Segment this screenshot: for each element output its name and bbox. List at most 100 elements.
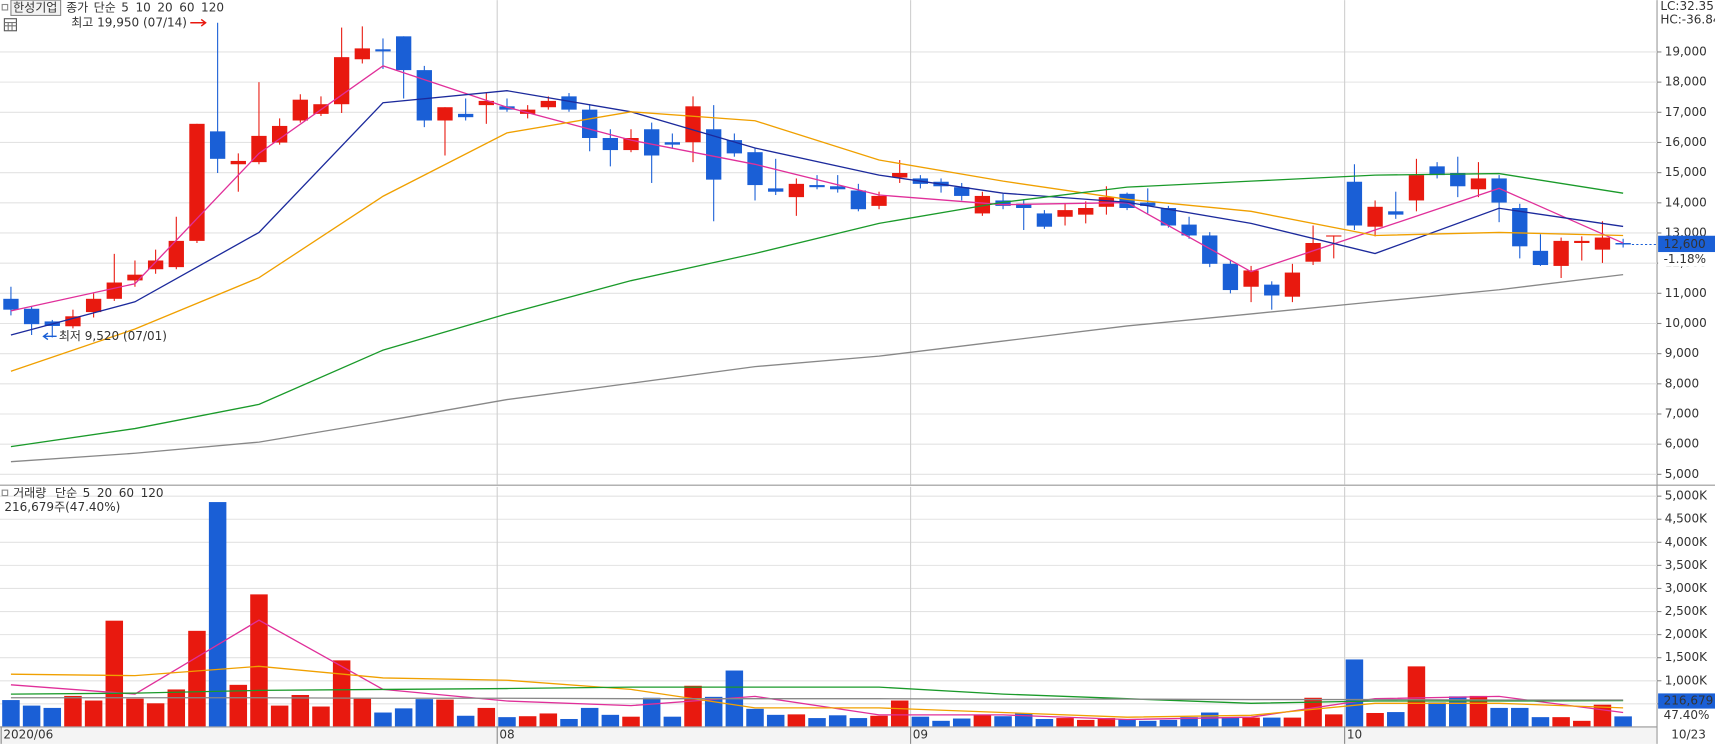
candle-body: [685, 106, 701, 143]
volume-bar: [188, 630, 206, 727]
volume-bar: [1428, 702, 1446, 727]
candle-body: [292, 99, 308, 121]
volume-bar: [1180, 717, 1198, 727]
candle-body: [416, 70, 432, 121]
volume-bar: [642, 697, 661, 727]
volume-bar: [1531, 717, 1550, 727]
candle-body: [1594, 237, 1611, 250]
volume-bar: [146, 703, 165, 727]
candle-body: [230, 160, 246, 165]
volume-bar: [84, 700, 103, 727]
low-label: 최저 9,520 (07/01): [59, 329, 167, 343]
candle-body: [478, 100, 494, 106]
candle-body: [644, 129, 660, 156]
volume-bar: [1263, 717, 1281, 727]
candle-body: [1532, 250, 1549, 266]
legend-entry: 10: [135, 0, 150, 14]
candle-body: [168, 240, 184, 268]
volume-bar: [1490, 707, 1508, 727]
candle-body: [768, 188, 784, 192]
y-tick-label: 4,000K: [1665, 535, 1708, 549]
volume-bar: [1118, 718, 1136, 727]
volume-bar: [828, 715, 847, 727]
indicator-hc: HC:-36.84: [1660, 12, 1715, 26]
candle-body: [788, 183, 805, 198]
candle-body: [706, 129, 722, 180]
legend-icon: [1, 489, 9, 497]
y-tick-label: 14,000: [1665, 195, 1707, 209]
x-tick-label: 10: [1347, 728, 1362, 742]
candle-body: [23, 308, 40, 325]
candle-body: [1305, 242, 1321, 262]
y-tick-label: 2,500K: [1665, 604, 1708, 618]
ratio-label: 47.40%: [1664, 708, 1710, 722]
volume-bar: [498, 717, 516, 727]
volume-bar: [766, 714, 785, 727]
candle-body: [395, 36, 412, 71]
candle-body: [995, 200, 1011, 206]
candle-body: [850, 190, 867, 210]
candle-body: [333, 57, 350, 105]
y-tick-label: 5,000: [1665, 467, 1699, 481]
candle-body: [375, 49, 391, 52]
high-arrow: [190, 18, 207, 27]
volume-bar: [1345, 659, 1364, 727]
candle-body: [147, 260, 164, 270]
moving-average: [10, 665, 1624, 718]
volume-bar: [43, 707, 62, 727]
moving-average: [10, 111, 1624, 372]
candle-body: [1553, 240, 1569, 266]
candle-body: [1346, 181, 1363, 226]
volume-bar: [746, 708, 764, 727]
y-tick-label: 10,000: [1665, 316, 1707, 330]
y-tick-label: 8,000: [1665, 376, 1699, 390]
volume-bar: [622, 716, 640, 727]
candle-body: [1326, 235, 1342, 237]
volume-bar: [911, 716, 930, 727]
candle-body: [561, 96, 577, 110]
volume-bar: [539, 713, 558, 727]
candle-body: [1202, 235, 1218, 264]
volume-bar: [1614, 716, 1632, 727]
volume-bar: [849, 718, 868, 727]
volume-bar: [1511, 707, 1529, 727]
volume-bar: [1056, 718, 1074, 727]
candle-body: [540, 100, 556, 108]
legend-entry: 20: [97, 486, 112, 500]
volume-bar: [291, 694, 310, 727]
candle-body: [602, 138, 618, 151]
candle-body: [520, 109, 536, 114]
volume-bar: [456, 715, 475, 727]
volume-bar: [1014, 713, 1033, 727]
candle-body: [499, 106, 515, 110]
volume-bar: [1552, 717, 1570, 727]
candle-body: [65, 316, 81, 327]
x-tick-label: 09: [913, 728, 928, 742]
candle-body: [1016, 203, 1032, 208]
x-tick-label: 08: [499, 728, 514, 742]
candle-body: [1222, 263, 1239, 291]
candle-body: [1429, 166, 1445, 176]
y-tick-label: 7,000: [1665, 407, 1699, 421]
candle-body: [871, 195, 887, 206]
y-tick-label: 16,000: [1665, 135, 1707, 149]
candle-body: [1388, 211, 1404, 215]
volume-bar: [684, 685, 702, 727]
moving-average: [10, 274, 1624, 463]
volume-bar: [1138, 720, 1157, 727]
candle-body: [1408, 175, 1425, 201]
candle-body: [1491, 178, 1507, 203]
change-label: -1.18%: [1664, 252, 1707, 266]
legend-title: 거래량: [13, 486, 46, 500]
y-tick-label: 6,000: [1665, 437, 1699, 451]
volume-bar: [126, 698, 144, 727]
y-tick-label: 11,000: [1665, 286, 1707, 300]
volume-bar: [22, 705, 41, 727]
volume-bar: [1304, 697, 1322, 727]
y-tick-label: 18,000: [1665, 75, 1707, 89]
candle-body: [106, 282, 122, 299]
candle-body: [85, 298, 102, 313]
candle-body: [127, 274, 143, 281]
volume-bar: [1200, 712, 1219, 727]
